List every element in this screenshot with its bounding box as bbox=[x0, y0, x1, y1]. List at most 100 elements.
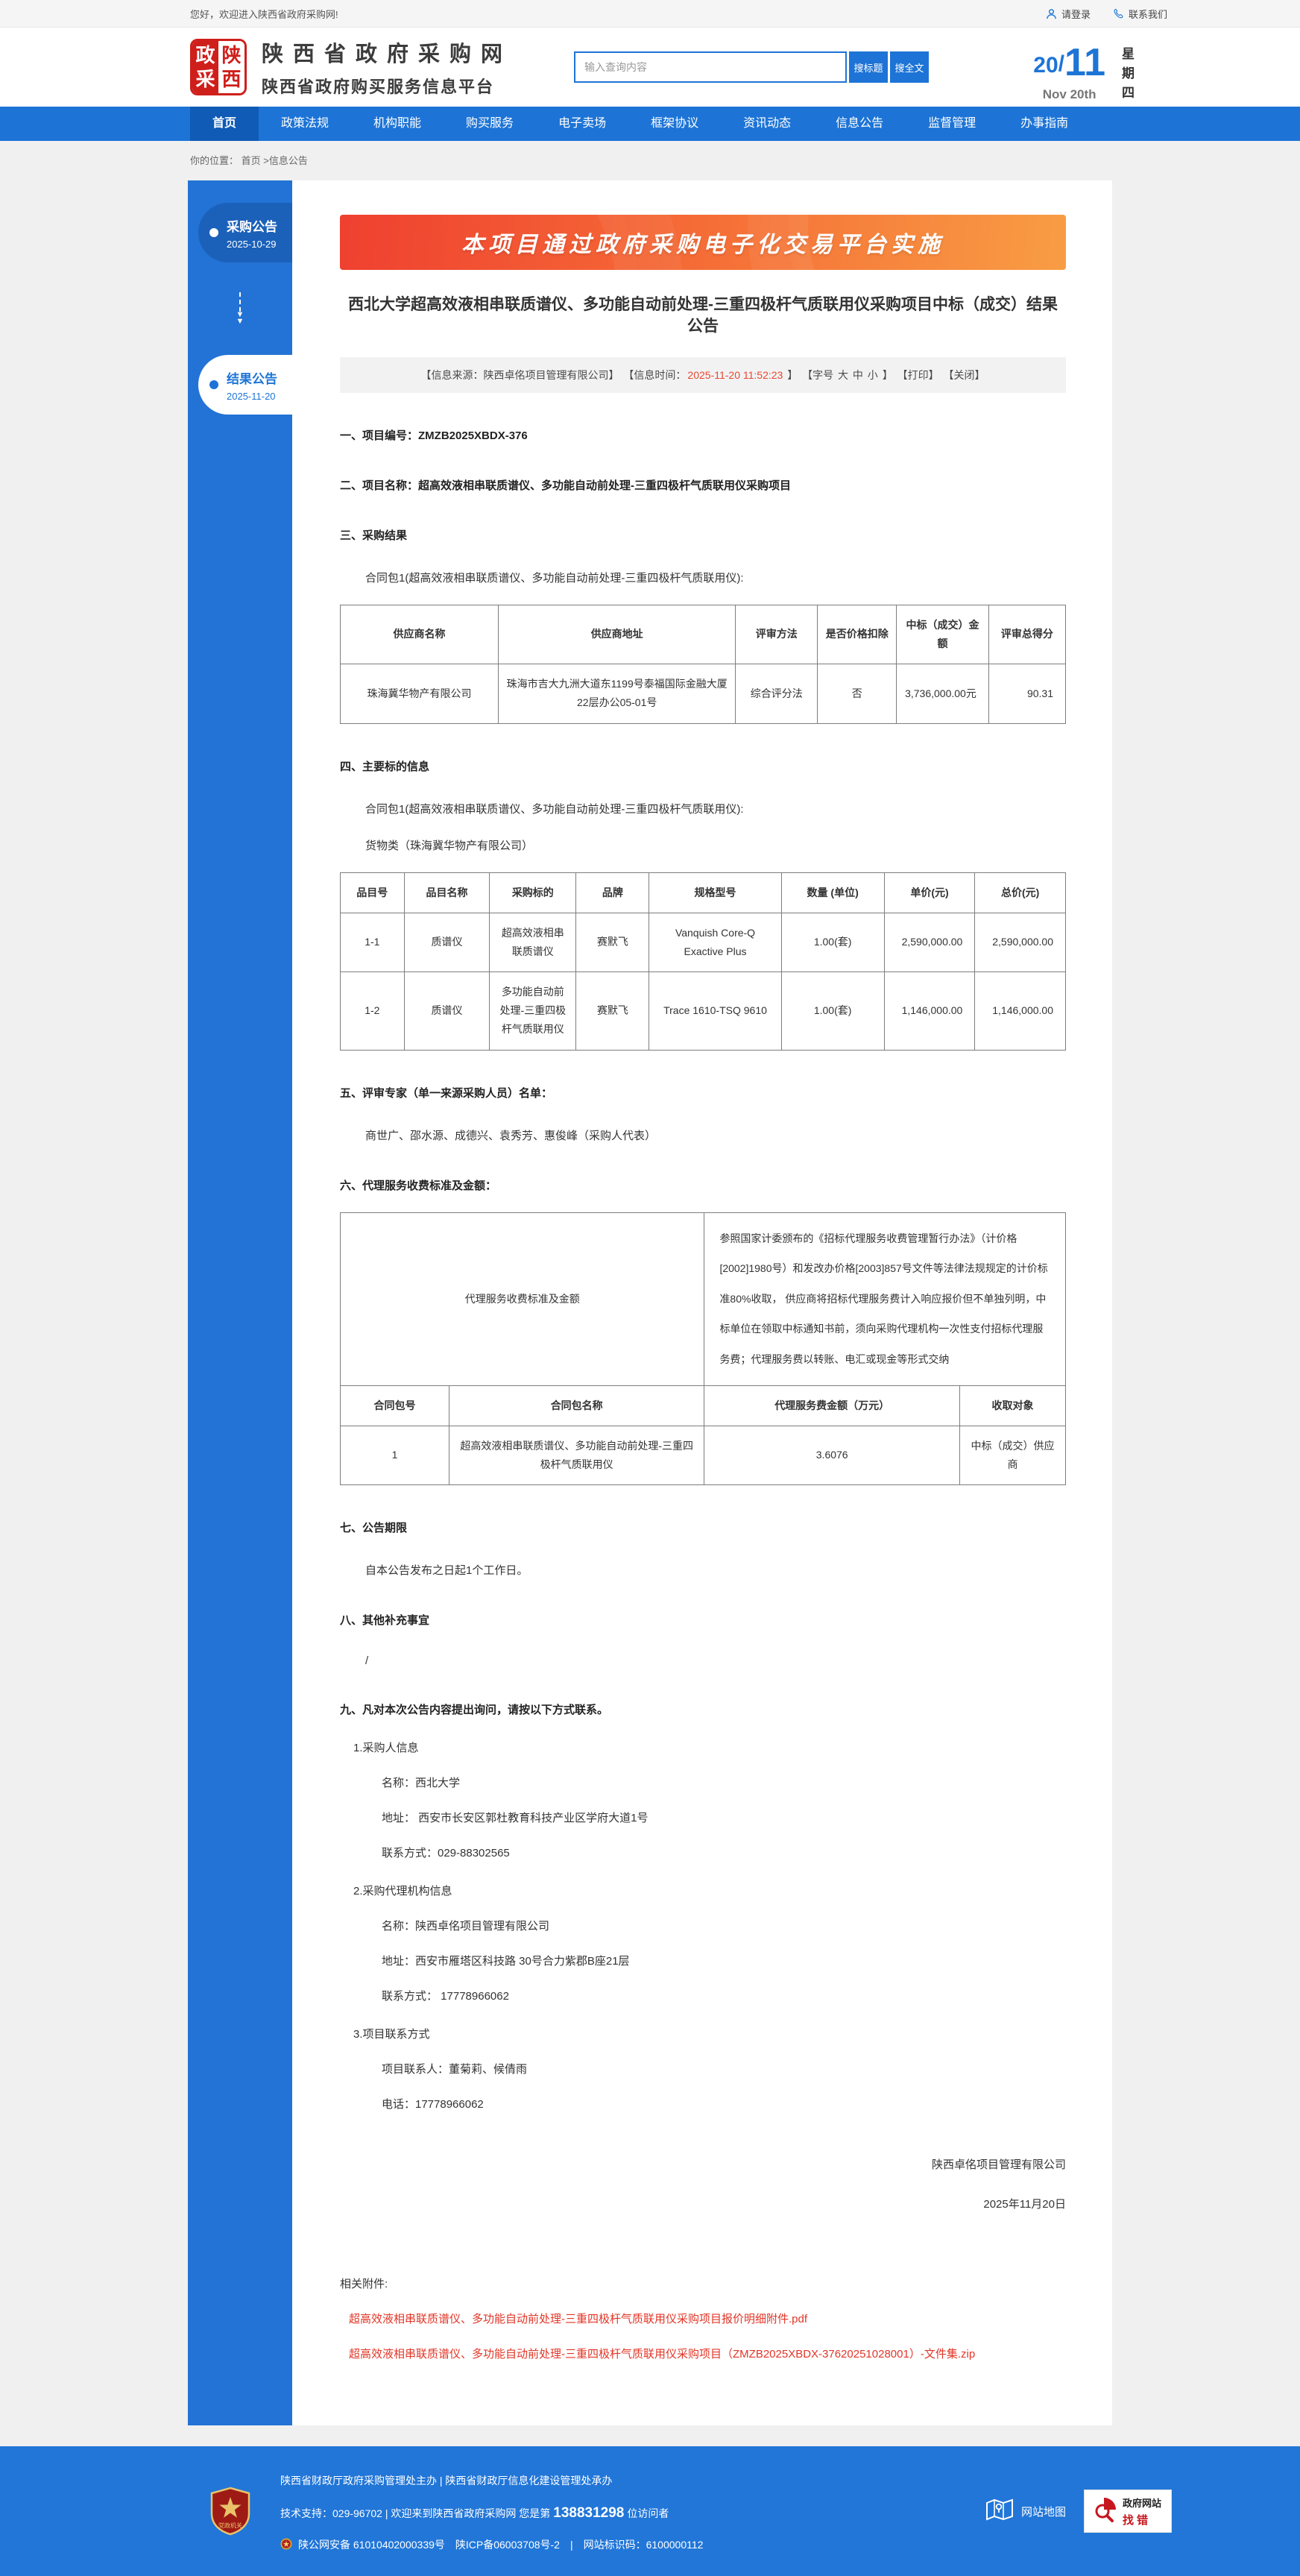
nav-item-announcements[interactable]: 信息公告 bbox=[836, 117, 884, 130]
date-widget: 20 / 11 Nov 20th 星期四 bbox=[1033, 41, 1173, 105]
fontsize-medium[interactable]: 中 bbox=[852, 368, 863, 381]
table-row: 珠海冀华物产有限公司 珠海市吉大九洲大道东1199号泰福国际金融大厦22层办公0… bbox=[339, 664, 1067, 724]
timeline-dot bbox=[209, 380, 218, 389]
cell-fee-amount: 3.6076 bbox=[704, 1425, 960, 1486]
project-name-label: 二、项目名称： bbox=[340, 479, 419, 492]
search-bar: 搜标题 搜全文 bbox=[574, 51, 929, 83]
content-layout: 采购公告 2025-10-29 ▼ ▼ 结果公告 2025-11-20 本项目通… bbox=[188, 180, 1112, 2426]
review-experts-heading: 五、评审专家（单一来源采购人员）名单： bbox=[340, 1086, 553, 1100]
table-row: 1-1 质谱仪 超高效液相串联质谱仪 赛默飞 Vanquish Core-Q E… bbox=[340, 912, 1066, 973]
nav-item-functions[interactable]: 机构职能 bbox=[373, 117, 422, 130]
cell-total-price: 1,146,000.00 bbox=[974, 971, 1066, 1051]
banner-text: 本项目通过政府采购电子化交易平台实施 bbox=[461, 233, 944, 257]
seal-char-shan: 陕 bbox=[221, 44, 242, 66]
sidebar-item-result-announcement[interactable]: 结果公告 2025-11-20 bbox=[198, 355, 292, 415]
login-link[interactable]: 请登录 bbox=[1046, 7, 1091, 21]
date-month: 11 bbox=[1064, 41, 1105, 84]
breadcrumb-current[interactable]: 信息公告 bbox=[268, 155, 308, 166]
footer-support-suffix: 位访问者 bbox=[627, 2507, 669, 2520]
main-bid-heading: 四、主要标的信息 bbox=[340, 760, 430, 773]
attachment-zip-link[interactable]: 超高效液相串联质谱仪、多功能自动前处理-三重四极杆气质联用仪采购项目（ZMZB2… bbox=[349, 2348, 976, 2361]
purchaser-phone: 联系方式：029-88302565 bbox=[382, 1847, 510, 1860]
svg-text:党政机关: 党政机关 bbox=[218, 2522, 242, 2529]
agency-fee-heading: 六、代理服务收费标准及金额： bbox=[340, 1179, 497, 1192]
table-row: 代理服务收费标准及金额 参照国家计委颁布的《招标代理服务收费管理暂行办法》（计价… bbox=[339, 1212, 1066, 1386]
gov-site-error-report-badge[interactable]: 政府网站 找错 bbox=[1084, 2490, 1172, 2534]
contact-heading: 九、凡对本次公告内容提出询问，请按以下方式联系。 bbox=[340, 1704, 609, 1717]
th-total-score: 评审总得分 bbox=[988, 604, 1067, 665]
announcement-period-text: 自本公告发布之日起1个工作日。 bbox=[365, 1564, 528, 1578]
nav-item-policy[interactable]: 政策法规 bbox=[281, 117, 329, 130]
seal-char-zheng: 政 bbox=[195, 44, 215, 66]
close-button[interactable]: 【关闭】 bbox=[943, 368, 985, 381]
cell-fee-payer: 中标（成交）供应商 bbox=[959, 1425, 1067, 1486]
section-announcement-period: 七、公告期限 自本公告发布之日起1个工作日。 bbox=[340, 1520, 1066, 1578]
nav-item-supervision[interactable]: 监督管理 bbox=[928, 117, 976, 130]
nav-item-emall[interactable]: 电子卖场 bbox=[558, 117, 607, 130]
search-input[interactable] bbox=[574, 51, 847, 83]
logo-seal-icon: 政 采 陕 西 bbox=[190, 39, 247, 95]
fontsize-large[interactable]: 大 bbox=[838, 368, 849, 381]
cell-brand: 赛默飞 bbox=[575, 971, 650, 1051]
announcement-period-heading: 七、公告期限 bbox=[340, 1522, 408, 1535]
footer-organizer-line: 陕西省财政厅政府采购管理处主办 | 陕西省财政厅信息化建设管理处承办 bbox=[280, 2475, 613, 2487]
site-title: 陕西省政府采购网 bbox=[262, 42, 513, 66]
section-procurement-result: 三、采购结果 合同包1(超高效液相串联质谱仪、多功能自动前处理-三重四极杆气质联… bbox=[339, 527, 1067, 724]
contact-label: 联系我们 bbox=[1128, 8, 1167, 20]
sidebar-item-date: 2025-10-29 bbox=[227, 238, 277, 250]
nav-item-news[interactable]: 资讯动态 bbox=[743, 117, 792, 130]
project-contact-persons: 项目联系人：董菊莉、候倩雨 bbox=[382, 2063, 528, 2076]
th-package-no: 合同包号 bbox=[340, 1385, 449, 1426]
table-row: 1-2 质谱仪 多功能自动前处理-三重四极杆气质联用仪 赛默飞 Trace 16… bbox=[340, 971, 1066, 1051]
cell-procurement-target: 超高效液相串联质谱仪 bbox=[489, 912, 577, 973]
th-item-no: 品目号 bbox=[340, 872, 405, 913]
cell-package-name: 超高效液相串联质谱仪、多功能自动前处理-三重四极杆气质联用仪 bbox=[448, 1425, 705, 1486]
items-table: 品目号 品目名称 采购标的 品牌 规格型号 数量 (单位) 单价(元) 总价(元… bbox=[340, 872, 1066, 1051]
cell-supplier-address: 珠海市吉大九洲大道东1199号泰福国际金融大厦22层办公05-01号 bbox=[498, 664, 736, 724]
sitemap-link[interactable]: 网站地图 bbox=[985, 2497, 1066, 2525]
search-fulltext-button[interactable]: 搜全文 bbox=[890, 51, 929, 83]
cell-supplier-name: 珠海冀华物产有限公司 bbox=[339, 664, 499, 724]
agency-phone: 联系方式： 17778966062 bbox=[382, 1990, 509, 2003]
signature-company: 陕西卓佲项目管理有限公司 bbox=[931, 2158, 1066, 2172]
cell-model: Vanquish Core-Q Exactive Plus bbox=[649, 912, 782, 973]
cell-fee-standard-text: 参照国家计委颁布的《招标代理服务收费管理暂行办法》（计价格[2002]1980号… bbox=[704, 1212, 1066, 1386]
nav-item-purchase-service[interactable]: 购买服务 bbox=[466, 117, 514, 130]
sitemap-label: 网站地图 bbox=[1020, 2505, 1066, 2519]
contact-link[interactable]: 联系我们 bbox=[1113, 7, 1167, 21]
fontsize-small[interactable]: 小 bbox=[867, 368, 878, 381]
th-fee-amount: 代理服务费金额（万元） bbox=[704, 1385, 960, 1426]
phone-icon bbox=[1113, 8, 1124, 19]
cell-fee-standard-label: 代理服务收费标准及金额 bbox=[339, 1212, 705, 1386]
table-header-row: 合同包号 合同包名称 代理服务费金额（万元） 收取对象 bbox=[340, 1385, 1067, 1426]
agency-info-title: 2.采购代理机构信息 bbox=[353, 1885, 452, 1898]
contract-package-line: 合同包1(超高效液相串联质谱仪、多功能自动前处理-三重四极杆气质联用仪): bbox=[365, 802, 744, 816]
info-bar: 【信息来源：陕西卓佲项目管理有限公司】 【信息时间： 2025-11-20 11:… bbox=[340, 356, 1066, 393]
other-matters-text: / bbox=[365, 1654, 369, 1668]
nav-item-guide[interactable]: 办事指南 bbox=[1020, 117, 1069, 130]
th-item-name: 品目名称 bbox=[403, 872, 490, 913]
site-logo[interactable]: 政 采 陕 西 陕西省政府采购网 陕西省政府购买服务信息平台 bbox=[190, 37, 512, 98]
cell-item-no: 1-1 bbox=[340, 912, 405, 973]
visitor-count: 138831298 bbox=[553, 2505, 625, 2522]
attachment-pdf-link[interactable]: 超高效液相串联质谱仪、多功能自动前处理-三重四极杆气质联用仪采购项目报价明细附件… bbox=[349, 2313, 808, 2326]
search-title-button[interactable]: 搜标题 bbox=[849, 51, 888, 83]
sidebar-item-purchase-announcement[interactable]: 采购公告 2025-10-29 bbox=[198, 203, 292, 262]
site-subtitle: 陕西省政府购买服务信息平台 bbox=[262, 78, 495, 96]
main-nav: 首页 政策法规 机构职能 购买服务 电子卖场 框架协议 资讯动态 信息公告 监督… bbox=[0, 107, 1300, 141]
user-icon bbox=[1046, 8, 1057, 19]
cell-total-price: 2,590,000.00 bbox=[974, 912, 1066, 973]
print-button[interactable]: 【打印】 bbox=[897, 368, 939, 381]
table-header-row: 品目号 品目名称 采购标的 品牌 规格型号 数量 (单位) 单价(元) 总价(元… bbox=[340, 872, 1066, 913]
breadcrumb-home[interactable]: 首页 bbox=[241, 155, 261, 166]
agency-address: 地址：西安市雁塔区科技路 30号合力紫郡B座21层 bbox=[382, 1955, 630, 1968]
platform-banner: 本项目通过政府采购电子化交易平台实施 bbox=[340, 215, 1066, 270]
error-badge-line2: 找错 bbox=[1123, 2513, 1152, 2527]
timeline-sidebar: 采购公告 2025-10-29 ▼ ▼ 结果公告 2025-11-20 bbox=[188, 180, 292, 2426]
nav-item-framework[interactable]: 框架协议 bbox=[651, 117, 699, 130]
th-award-amount: 中标（成交）金额 bbox=[896, 604, 989, 665]
cell-unit-price: 2,590,000.00 bbox=[883, 912, 976, 973]
announcement-card: 本项目通过政府采购电子化交易平台实施 西北大学超高效液相串联质谱仪、多功能自动前… bbox=[292, 180, 1112, 2426]
cell-item-name: 质谱仪 bbox=[403, 971, 490, 1051]
nav-item-home[interactable]: 首页 bbox=[190, 107, 259, 141]
